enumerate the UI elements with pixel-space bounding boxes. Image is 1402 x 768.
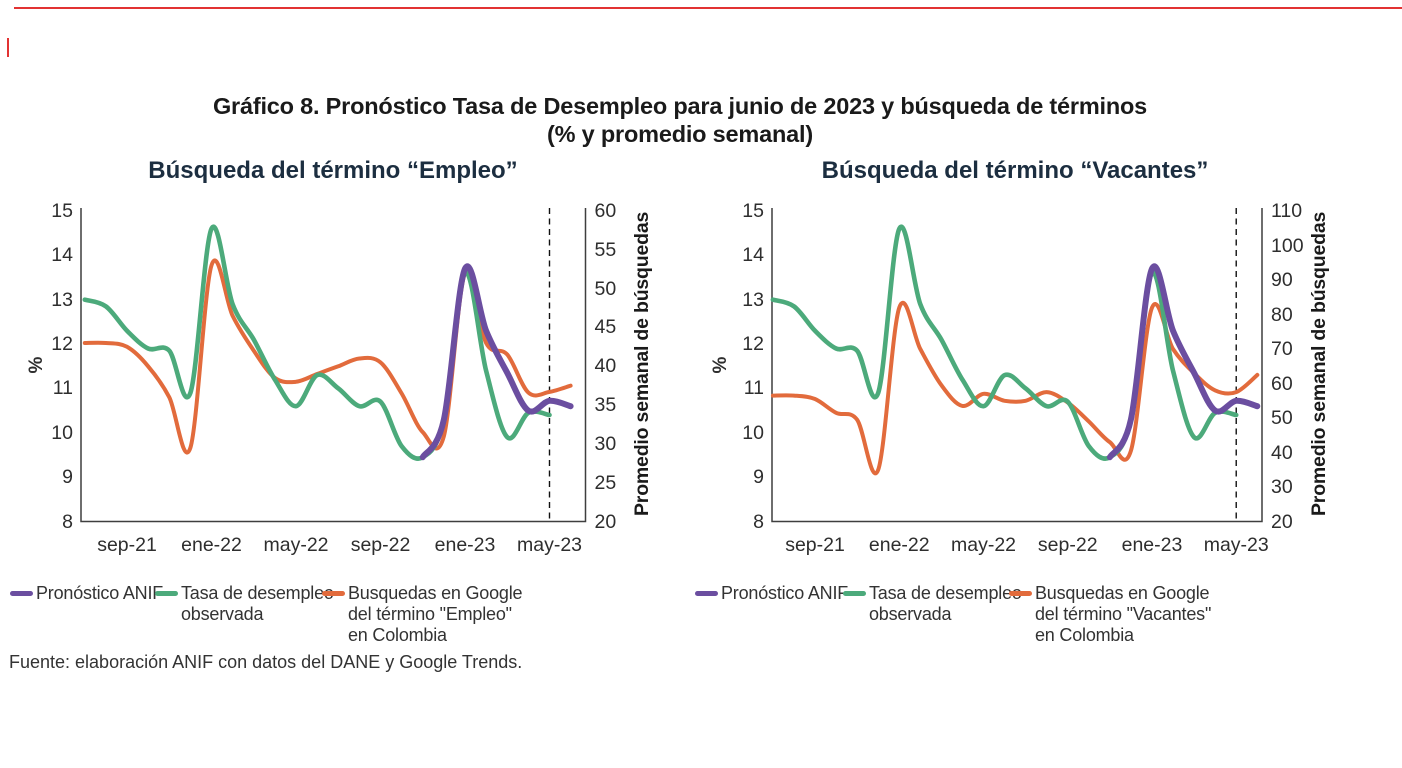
- series-line-forecast: [419, 263, 574, 461]
- y-axis-tick-label: 13: [742, 288, 764, 311]
- legend-swatch-google: [1009, 591, 1032, 596]
- y-axis-tick-label: 8: [62, 510, 73, 533]
- legend-item: Pronóstico ANIF: [10, 583, 163, 604]
- secondary-axis-tick-label: 60: [1271, 372, 1293, 395]
- series-line-observed: [82, 224, 552, 461]
- secondary-axis-tick-label: 90: [1271, 269, 1293, 291]
- x-axis-tick-label: may-23: [516, 534, 583, 556]
- secondary-axis-tick-label: 60: [594, 200, 617, 222]
- chart-empleo-plot-area: [80, 208, 587, 523]
- secondary-axis-tick-label: 55: [594, 238, 617, 261]
- chart-vacantes-title: Búsqueda del término “Vacantes”: [821, 157, 1209, 184]
- x-axis-tick-label: ene-23: [434, 534, 496, 556]
- legend-item: Busquedas en Google del término "Empleo"…: [322, 583, 523, 646]
- legend-swatch-forecast: [10, 591, 33, 596]
- secondary-axis-tick-label: 45: [594, 316, 617, 339]
- y-axis-tick-label: 8: [753, 510, 764, 533]
- series-line-google: [770, 300, 1260, 476]
- legend-label: Busquedas en Google del término "Vacante…: [1035, 583, 1212, 645]
- secondary-axis-tick-label: 30: [594, 432, 617, 455]
- secondary-axis-tick-label: 40: [1271, 441, 1293, 464]
- y-axis-tick-label: 11: [743, 377, 764, 400]
- legend-swatch-observed: [155, 591, 178, 596]
- x-axis-tick-label: may-23: [1203, 534, 1269, 556]
- x-axis-tick-label: ene-23: [1121, 534, 1183, 556]
- secondary-axis-tick-label: 35: [594, 394, 617, 417]
- secondary-axis-tick-label: 20: [1271, 510, 1293, 533]
- figure-title-line1: Gráfico 8. Pronóstico Tasa de Desempleo …: [212, 93, 1148, 119]
- legend-label: Tasa de desempleo observada: [869, 583, 1022, 624]
- y-axis-tick-label: 14: [51, 244, 73, 267]
- y-axis-tick-label: 11: [52, 377, 73, 400]
- source-note: Fuente: elaboración ANIF con datos del D…: [9, 652, 523, 672]
- legend-label: Busquedas en Google del término "Empleo"…: [348, 583, 523, 645]
- red-frame-top-line: [14, 7, 1402, 9]
- y-axis-tick-label: 9: [753, 466, 764, 489]
- legend-swatch-forecast: [695, 591, 718, 596]
- x-axis-tick-label: sep-21: [97, 534, 157, 556]
- axis-spines: [80, 208, 587, 523]
- series-line-forecast: [1106, 263, 1261, 461]
- secondary-axis-tick-label: 50: [594, 277, 617, 300]
- x-axis-tick-label: may-22: [950, 534, 1017, 556]
- legend-label: Pronóstico ANIF: [36, 583, 164, 603]
- axis-spines: [771, 208, 1263, 523]
- legend-item: Tasa de desempleo observada: [843, 583, 1022, 625]
- chart-vacantes-plot-area: [770, 208, 1263, 523]
- secondary-axis-tick-label: 20: [594, 510, 617, 533]
- legend-swatch-observed: [843, 591, 866, 596]
- red-frame-left-line: [7, 38, 9, 57]
- y-axis-tick-label: 10: [51, 421, 73, 444]
- secondary-axis-tick-label: 80: [1271, 303, 1293, 326]
- y-axis-tick-label: 10: [742, 421, 764, 444]
- y-axis-tick-label: 13: [51, 288, 73, 311]
- legend-label: Tasa de desempleo observada: [181, 583, 334, 624]
- secondary-axis-tick-label: 50: [1271, 407, 1293, 429]
- secondary-axis-tick-label: 30: [1271, 476, 1293, 498]
- secondary-axis-tick-label: 110: [1271, 200, 1303, 222]
- y-axis-tick-label: 15: [51, 200, 73, 222]
- y-axis-tick-label: 15: [742, 200, 764, 222]
- secondary-axis-tick-label: 40: [594, 355, 617, 378]
- y-axis-tick-label: 9: [62, 466, 73, 489]
- y-axis-tick-label: 12: [742, 333, 764, 356]
- y-axis-tick-label: 12: [51, 333, 73, 356]
- legend-item: Busquedas en Google del término "Vacante…: [1009, 583, 1211, 646]
- x-axis-tick-label: sep-21: [785, 534, 845, 556]
- x-axis-tick-label: may-22: [263, 534, 329, 556]
- secondary-axis-tick-label: 100: [1271, 234, 1304, 257]
- series-line-google: [82, 258, 573, 455]
- legend-label: Pronóstico ANIF: [721, 583, 849, 603]
- y-axis-tick-label: 14: [742, 244, 764, 267]
- x-axis-tick-label: sep-22: [350, 534, 411, 556]
- legend-swatch-google: [322, 591, 345, 596]
- x-axis-tick-label: ene-22: [868, 534, 930, 556]
- series-line-observed: [770, 224, 1239, 461]
- secondary-axis-tick-label: 25: [594, 471, 617, 494]
- legend-item: Pronóstico ANIF: [695, 583, 848, 604]
- secondary-axis-tick-label: 70: [1271, 338, 1293, 360]
- x-axis-tick-label: ene-22: [181, 534, 242, 556]
- figure-title: Gráfico 8. Pronóstico Tasa de Desempleo …: [0, 92, 1360, 148]
- x-axis-tick-label: sep-22: [1037, 534, 1098, 556]
- chart-empleo-title: Búsqueda del término “Empleo”: [148, 157, 518, 184]
- legend-item: Tasa de desempleo observada: [155, 583, 334, 625]
- figure-title-line2: (% y promedio semanal): [547, 121, 813, 147]
